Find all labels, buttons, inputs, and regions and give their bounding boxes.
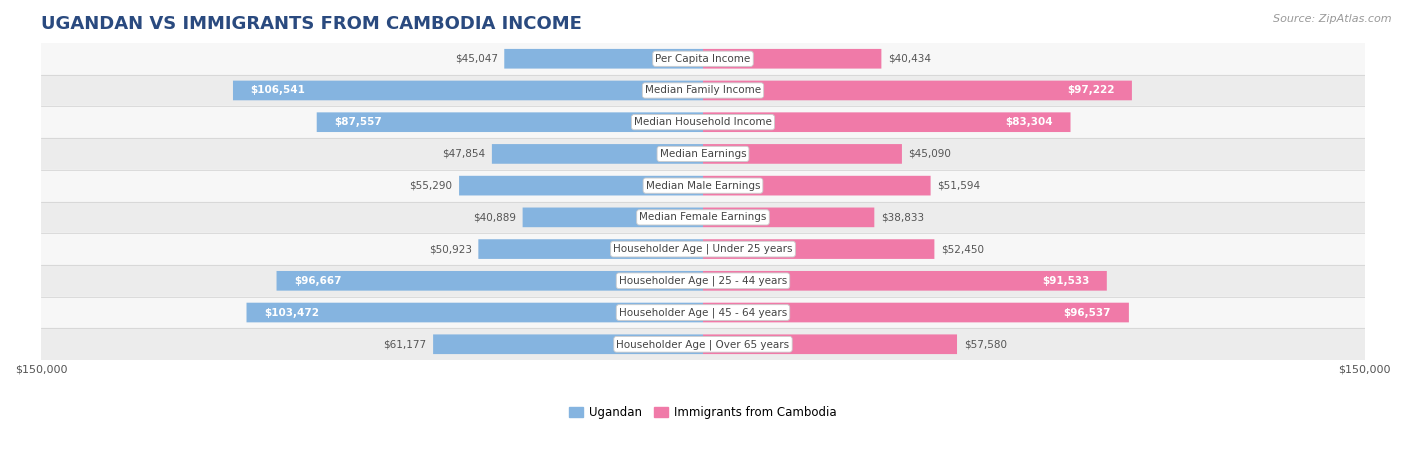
- FancyBboxPatch shape: [460, 176, 703, 196]
- Text: Per Capita Income: Per Capita Income: [655, 54, 751, 64]
- Text: Householder Age | Over 65 years: Householder Age | Over 65 years: [616, 339, 790, 349]
- FancyBboxPatch shape: [478, 239, 703, 259]
- Text: $97,222: $97,222: [1067, 85, 1115, 95]
- Text: $45,047: $45,047: [454, 54, 498, 64]
- FancyBboxPatch shape: [505, 49, 703, 69]
- Text: $40,889: $40,889: [472, 212, 516, 222]
- Text: $47,854: $47,854: [441, 149, 485, 159]
- Text: $96,667: $96,667: [294, 276, 342, 286]
- Text: $96,537: $96,537: [1064, 308, 1111, 318]
- FancyBboxPatch shape: [703, 334, 957, 354]
- FancyBboxPatch shape: [703, 49, 882, 69]
- Text: $52,450: $52,450: [941, 244, 984, 254]
- Text: UGANDAN VS IMMIGRANTS FROM CAMBODIA INCOME: UGANDAN VS IMMIGRANTS FROM CAMBODIA INCO…: [41, 15, 582, 33]
- Text: Median Family Income: Median Family Income: [645, 85, 761, 95]
- FancyBboxPatch shape: [277, 271, 703, 290]
- Text: Median Male Earnings: Median Male Earnings: [645, 181, 761, 191]
- Bar: [41, 297, 1365, 328]
- Bar: [41, 43, 1365, 75]
- Text: Householder Age | Under 25 years: Householder Age | Under 25 years: [613, 244, 793, 255]
- FancyBboxPatch shape: [523, 207, 703, 227]
- Text: $83,304: $83,304: [1005, 117, 1053, 127]
- Text: $40,434: $40,434: [889, 54, 931, 64]
- Text: $51,594: $51,594: [938, 181, 980, 191]
- Text: Householder Age | 45 - 64 years: Householder Age | 45 - 64 years: [619, 307, 787, 318]
- Text: $55,290: $55,290: [409, 181, 453, 191]
- Text: $106,541: $106,541: [250, 85, 305, 95]
- FancyBboxPatch shape: [703, 176, 931, 196]
- Text: Householder Age | 25 - 44 years: Householder Age | 25 - 44 years: [619, 276, 787, 286]
- Bar: [41, 201, 1365, 233]
- FancyBboxPatch shape: [233, 81, 703, 100]
- Text: Median Earnings: Median Earnings: [659, 149, 747, 159]
- Text: $61,177: $61,177: [384, 339, 426, 349]
- Bar: [41, 328, 1365, 360]
- FancyBboxPatch shape: [492, 144, 703, 164]
- Text: Median Household Income: Median Household Income: [634, 117, 772, 127]
- FancyBboxPatch shape: [703, 303, 1129, 322]
- FancyBboxPatch shape: [703, 113, 1070, 132]
- Text: $38,833: $38,833: [882, 212, 924, 222]
- Text: $87,557: $87,557: [335, 117, 382, 127]
- Text: $50,923: $50,923: [429, 244, 472, 254]
- Text: Source: ZipAtlas.com: Source: ZipAtlas.com: [1274, 14, 1392, 24]
- Bar: [41, 138, 1365, 170]
- Text: $103,472: $103,472: [264, 308, 319, 318]
- Legend: Ugandan, Immigrants from Cambodia: Ugandan, Immigrants from Cambodia: [564, 402, 842, 424]
- Bar: [41, 75, 1365, 106]
- Bar: [41, 233, 1365, 265]
- Text: $45,090: $45,090: [908, 149, 952, 159]
- FancyBboxPatch shape: [703, 207, 875, 227]
- FancyBboxPatch shape: [246, 303, 703, 322]
- Text: $57,580: $57,580: [963, 339, 1007, 349]
- Bar: [41, 170, 1365, 201]
- FancyBboxPatch shape: [703, 81, 1132, 100]
- FancyBboxPatch shape: [703, 271, 1107, 290]
- FancyBboxPatch shape: [703, 239, 935, 259]
- FancyBboxPatch shape: [433, 334, 703, 354]
- Text: $91,533: $91,533: [1042, 276, 1090, 286]
- Bar: [41, 106, 1365, 138]
- FancyBboxPatch shape: [703, 144, 901, 164]
- FancyBboxPatch shape: [316, 113, 703, 132]
- Bar: [41, 265, 1365, 297]
- Text: Median Female Earnings: Median Female Earnings: [640, 212, 766, 222]
